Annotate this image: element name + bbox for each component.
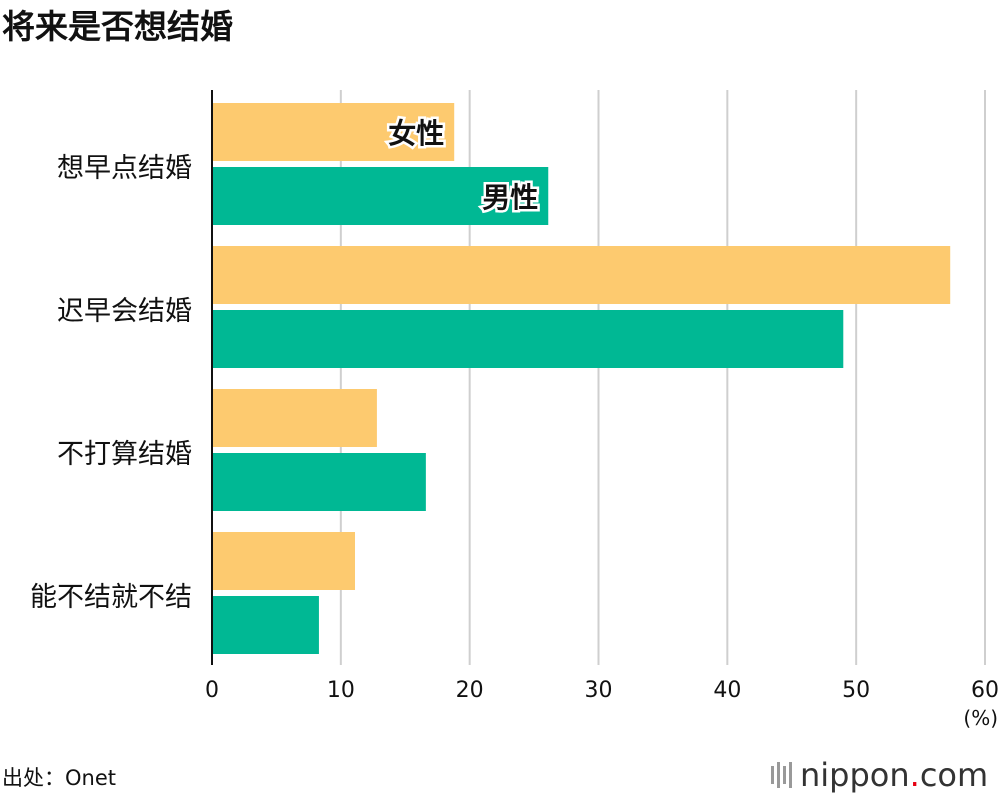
logo-mark-bar (771, 766, 774, 784)
logo-text: nippon.com (800, 756, 988, 794)
x-tick-label: 20 (456, 678, 484, 703)
category-label: 不打算结婚 (57, 439, 192, 470)
bar-female (212, 246, 951, 304)
legend-label-female: 女性 (388, 117, 444, 150)
category-label: 想早点结婚 (57, 153, 192, 184)
category-label: 迟早会结婚 (57, 296, 192, 327)
x-tick-label: 30 (585, 678, 613, 703)
x-tick-label: 10 (327, 678, 355, 703)
x-tick-label: 50 (842, 678, 870, 703)
bar-female (212, 389, 377, 447)
bar-male (212, 167, 549, 225)
x-tick-label: 0 (205, 678, 219, 703)
x-unit-label: (%) (963, 706, 998, 730)
bar-female (212, 103, 455, 161)
chart-title: 将来是否想结婚 (2, 7, 233, 46)
logo-mark-bar (789, 762, 792, 788)
bar-female (212, 532, 356, 590)
logo-mark-bar (783, 766, 786, 784)
bar-male (212, 310, 844, 368)
legend-label-male: 男性 (482, 181, 538, 214)
bar-male (212, 453, 426, 511)
x-tick-label: 40 (713, 678, 741, 703)
logo-mark-bar (777, 762, 780, 788)
source-note: 出处：Onet (2, 766, 116, 790)
category-label: 能不结就不结 (30, 582, 192, 613)
bar-male (212, 596, 319, 654)
x-tick-label: 60 (971, 678, 999, 703)
